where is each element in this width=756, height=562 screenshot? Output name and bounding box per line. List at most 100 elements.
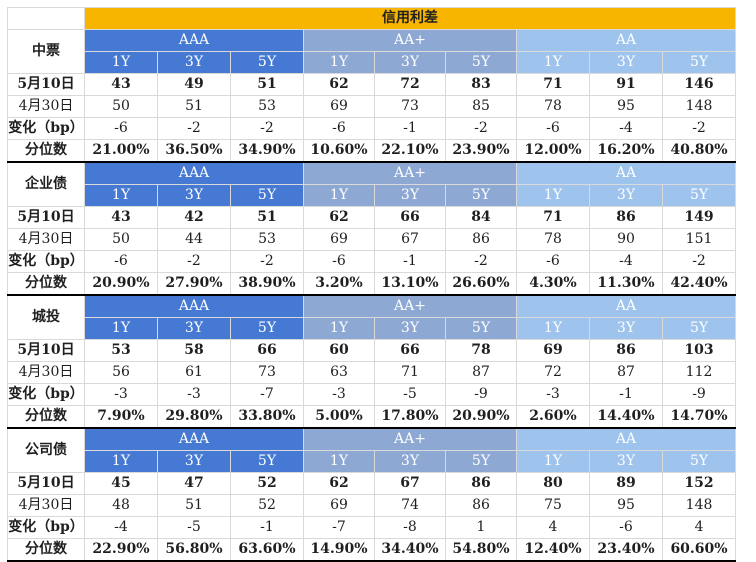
value-cell: -1 xyxy=(374,117,446,140)
percentile-row: 分位数 7.90% 29.80% 33.80% 5.00% 17.80% 20.90% 2.6… xyxy=(7,405,737,429)
value-cell: 49 xyxy=(157,73,231,96)
tenor-label: 5Y xyxy=(230,184,304,207)
tenor-label: 3Y xyxy=(589,51,663,74)
grade-label: AA xyxy=(515,294,737,318)
percentile-row: 分位数 21.00% 36.50% 34.90% 10.60% 22.10% 23.90% 1… xyxy=(7,139,737,163)
row-label: 分位数 xyxy=(7,272,85,296)
grade-label: AA+ xyxy=(303,161,517,185)
value-cell: 89 xyxy=(589,472,663,495)
value-cell: -5 xyxy=(374,383,446,406)
row-label: 分位数 xyxy=(7,139,85,163)
row-label: 5月10日 xyxy=(7,73,85,96)
value-cell: 78 xyxy=(445,339,517,362)
value-cell: 50 xyxy=(84,228,158,251)
grade-header-row: 公司债 AAA AA+ AA xyxy=(7,427,737,473)
row-label: 变化（bp） xyxy=(7,117,85,140)
tenor-label: 3Y xyxy=(589,184,663,207)
value-cell: 34.90% xyxy=(230,139,304,163)
value-cell: 69 xyxy=(303,95,375,118)
tenor-label: 3Y xyxy=(374,317,446,340)
value-cell: 87 xyxy=(589,361,663,384)
value-cell: 73 xyxy=(374,95,446,118)
value-cell: 43 xyxy=(84,73,158,96)
value-cell: -2 xyxy=(445,117,517,140)
value-cell: 86 xyxy=(445,494,517,517)
value-cell: -6 xyxy=(589,516,663,539)
value-cell: -2 xyxy=(157,250,231,273)
tenor-label: 1Y xyxy=(303,317,375,340)
value-cell: 151 xyxy=(661,228,737,251)
value-cell: -1 xyxy=(230,516,304,539)
tenor-label: 5Y xyxy=(445,184,517,207)
section-name: 城投 xyxy=(7,294,85,340)
section-name: 中票 xyxy=(7,29,85,74)
tenor-label: 1Y xyxy=(516,317,590,340)
value-cell: 4 xyxy=(661,516,737,539)
row-label: 分位数 xyxy=(7,405,85,429)
value-cell: -4 xyxy=(84,516,158,539)
tenor-label: 1Y xyxy=(84,450,158,473)
tenor-label: 5Y xyxy=(661,184,737,207)
date-prev-row: 4月30日 50 51 53 69 73 85 78 95 148 xyxy=(7,95,737,118)
date-current-row: 5月10日 43 49 51 62 72 83 71 91 146 xyxy=(7,73,737,96)
tenor-label: 3Y xyxy=(589,450,663,473)
value-cell: 66 xyxy=(374,339,446,362)
value-cell: 43 xyxy=(84,206,158,229)
value-cell: 83 xyxy=(445,73,517,96)
value-cell: 5.00% xyxy=(303,405,375,429)
value-cell: 75 xyxy=(516,494,590,517)
tenor-label: 3Y xyxy=(157,317,231,340)
value-cell: 29.80% xyxy=(157,405,231,429)
value-cell: 84 xyxy=(445,206,517,229)
value-cell: 103 xyxy=(661,339,737,362)
value-cell: -6 xyxy=(84,117,158,140)
value-cell: 62 xyxy=(303,472,375,495)
value-cell: 148 xyxy=(661,494,737,517)
corner-cell xyxy=(7,7,85,30)
value-cell: 78 xyxy=(516,95,590,118)
value-cell: 69 xyxy=(303,494,375,517)
value-cell: 69 xyxy=(303,228,375,251)
value-cell: -2 xyxy=(445,250,517,273)
value-cell: -1 xyxy=(589,383,663,406)
value-cell: 72 xyxy=(374,73,446,96)
value-cell: -4 xyxy=(589,117,663,140)
value-cell: 52 xyxy=(230,472,304,495)
row-label: 5月10日 xyxy=(7,206,85,229)
value-cell: 36.50% xyxy=(157,139,231,163)
value-cell: -6 xyxy=(303,117,375,140)
value-cell: -8 xyxy=(374,516,446,539)
value-cell: -4 xyxy=(589,250,663,273)
value-cell: 51 xyxy=(157,494,231,517)
value-cell: 42.40% xyxy=(661,272,737,296)
tenor-label: 5Y xyxy=(230,317,304,340)
value-cell: 66 xyxy=(374,206,446,229)
value-cell: 71 xyxy=(516,206,590,229)
tenor-label: 1Y xyxy=(84,184,158,207)
value-cell: 23.90% xyxy=(445,139,517,163)
tenor-label: 5Y xyxy=(661,450,737,473)
tenor-label: 5Y xyxy=(230,450,304,473)
section-name: 公司债 xyxy=(7,427,85,473)
grade-header-row: 中票 AAA AA+ AA xyxy=(7,29,737,74)
value-cell: 60 xyxy=(303,339,375,362)
value-cell: 44 xyxy=(157,228,231,251)
value-cell: 51 xyxy=(230,206,304,229)
value-cell: 1 xyxy=(445,516,517,539)
tenor-label: 3Y xyxy=(157,51,231,74)
change-row: 变化（bp） -6 -2 -2 -6 -1 -2 -6 -4 -2 xyxy=(7,250,737,273)
tenor-header-row: 1Y 3Y 5Y 1Y 3Y 5Y 1Y 3Y 5Y xyxy=(8,450,737,473)
value-cell: 63 xyxy=(303,361,375,384)
tenor-label: 1Y xyxy=(303,450,375,473)
value-cell: -7 xyxy=(230,383,304,406)
tenor-label: 1Y xyxy=(516,51,590,74)
value-cell: 146 xyxy=(661,73,737,96)
value-cell: -1 xyxy=(374,250,446,273)
value-cell: 53 xyxy=(84,339,158,362)
value-cell: 47 xyxy=(157,472,231,495)
value-cell: -7 xyxy=(303,516,375,539)
tenor-label: 1Y xyxy=(303,51,375,74)
grade-label: AA xyxy=(515,161,737,185)
value-cell: 45 xyxy=(84,472,158,495)
row-label: 变化（bp） xyxy=(7,250,85,273)
